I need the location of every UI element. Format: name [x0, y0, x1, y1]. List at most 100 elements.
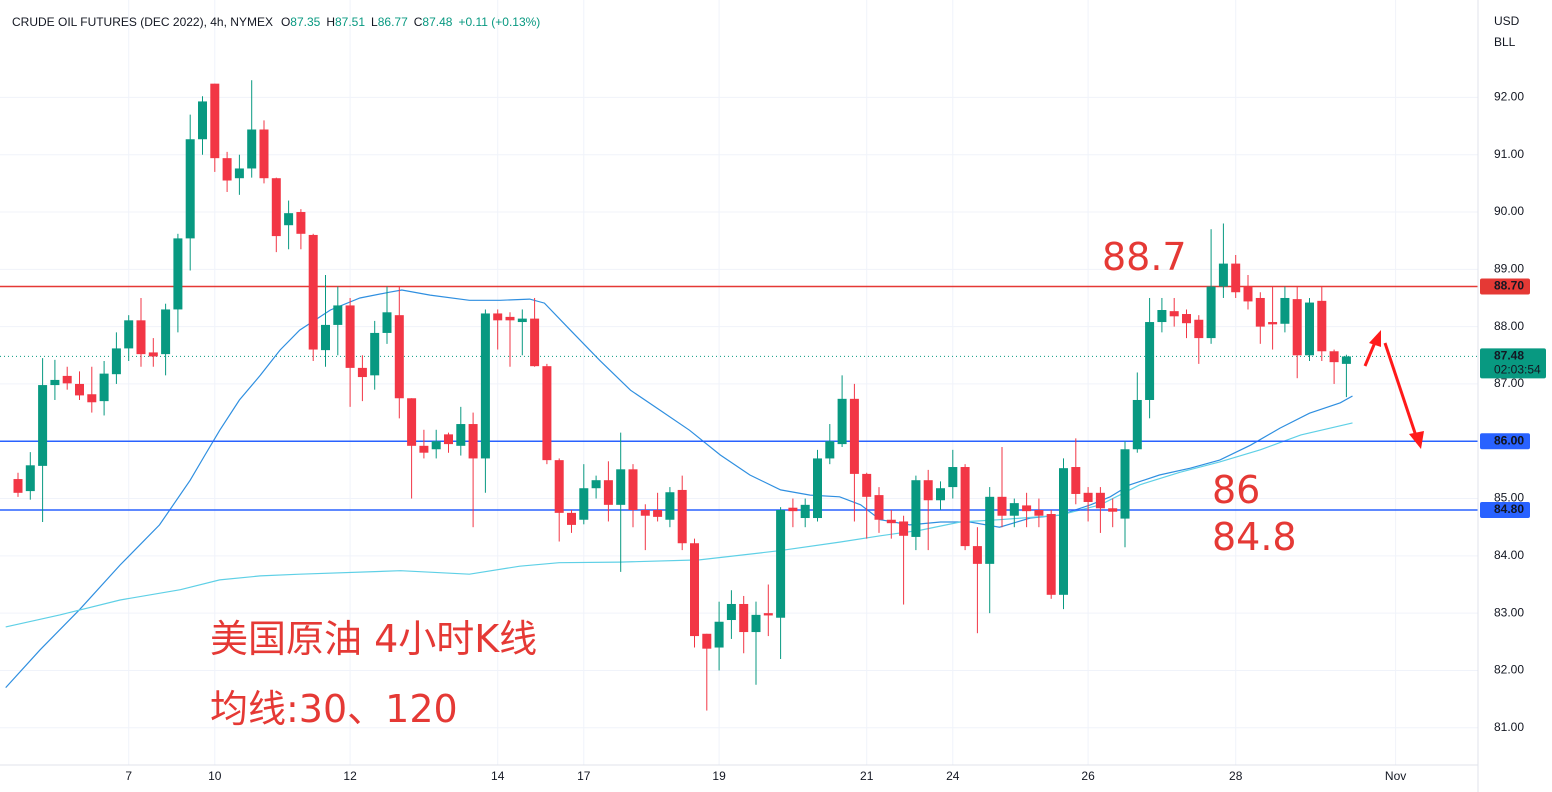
y-tick-label: 88.00	[1494, 319, 1524, 333]
candle-body	[198, 101, 207, 140]
candle-body	[874, 495, 884, 520]
candle-body	[849, 398, 859, 474]
candle-body	[1169, 311, 1179, 317]
candle-body	[234, 168, 244, 179]
candle-body	[38, 385, 48, 466]
legend-value: 87.35	[290, 15, 320, 29]
candle-body	[628, 469, 638, 510]
candle-body	[1034, 510, 1044, 516]
candle-body	[923, 480, 933, 501]
currency: USD	[1494, 14, 1520, 28]
annotation: 均线:30、120	[210, 687, 458, 731]
x-tick-label: 10	[208, 769, 222, 783]
header: CRUDE OIL FUTURES (DEC 2022), 4h, NYMEX O…	[12, 15, 540, 29]
x-tick-label: Nov	[1385, 769, 1406, 783]
candle-body	[333, 305, 343, 325]
candle-body	[567, 512, 576, 525]
last-price-tag	[1480, 348, 1546, 379]
candle-body	[603, 480, 613, 505]
candle-body	[616, 469, 626, 505]
legend-key: C	[414, 15, 423, 29]
candle-body	[382, 312, 392, 333]
candle-body	[161, 309, 171, 355]
level-label: 88.70	[1494, 279, 1524, 293]
candle-body	[739, 603, 749, 633]
candle-body	[173, 238, 183, 310]
candle-body	[468, 424, 478, 459]
level-tag	[1480, 502, 1530, 518]
candle-body	[726, 603, 736, 621]
candle-body	[1194, 319, 1204, 339]
candle-body	[62, 375, 72, 384]
arrow	[1383, 342, 1418, 437]
candle-body	[271, 178, 281, 237]
last-price-label: 87.48	[1494, 349, 1524, 363]
y-tick-label: 92.00	[1494, 90, 1524, 104]
axes: 81.00 82.00 83.00 84.00 85.00 86.00 87.00 88.00…	[125, 90, 1524, 784]
candle-body	[444, 434, 453, 445]
candle-body	[75, 383, 84, 396]
y-tick-label: 84.00	[1494, 548, 1524, 562]
annotation: 88.7	[1102, 235, 1187, 279]
y-tick-label: 87.00	[1494, 376, 1524, 390]
x-tick-label: 12	[343, 769, 357, 783]
candle-body	[419, 445, 429, 453]
candle-body	[763, 613, 773, 616]
candle-body	[25, 465, 35, 492]
legend-key: H	[326, 15, 335, 29]
candle-body	[1231, 263, 1241, 293]
level-tag	[1480, 278, 1530, 295]
candle-body	[357, 367, 367, 378]
x-tick-label: 21	[860, 769, 874, 783]
candle-body	[776, 510, 786, 618]
candle-body	[997, 496, 1007, 516]
candle-body	[972, 546, 982, 564]
candle-body	[185, 139, 195, 239]
candle-body	[813, 458, 822, 519]
x-tick-label: 7	[125, 769, 132, 783]
y-tick-label: 85.00	[1494, 491, 1524, 505]
candles	[13, 80, 1351, 711]
candle-body	[862, 473, 872, 497]
legend-key: O	[281, 15, 290, 29]
candle-body	[1022, 505, 1032, 512]
candle-body	[1182, 314, 1191, 324]
candle-body	[899, 521, 909, 536]
candle-body	[50, 379, 60, 386]
x-tick-label: 17	[577, 769, 591, 783]
legend-key: L	[371, 15, 378, 29]
candle-body	[284, 213, 294, 226]
candle-body	[431, 441, 441, 450]
arrowhead	[1369, 330, 1381, 347]
candle-body	[1268, 322, 1278, 325]
unit: BLL	[1494, 35, 1516, 49]
candle-body	[394, 315, 404, 399]
candle-body	[677, 489, 687, 544]
candle-body	[837, 398, 847, 445]
annotation: 86	[1212, 468, 1260, 512]
candle-body	[554, 460, 564, 513]
level-tag	[1480, 433, 1530, 450]
candle-body	[136, 320, 146, 355]
candle-body	[1009, 503, 1019, 516]
candle-body	[1255, 297, 1265, 327]
title: CRUDE OIL FUTURES (DEC 2022), 4h, NYMEX	[12, 15, 273, 29]
candle-body	[886, 519, 896, 524]
candle-body	[517, 318, 527, 323]
candle-body	[1132, 399, 1142, 450]
candle-body	[124, 320, 134, 349]
candle-body	[1071, 467, 1081, 494]
candle-body	[505, 316, 515, 321]
candle-body	[1095, 492, 1105, 509]
candle-body	[1145, 322, 1155, 400]
countdown: 02:03:54	[1494, 363, 1541, 377]
candle-body	[1218, 263, 1228, 287]
candle-body	[308, 234, 318, 350]
y-tick-label: 86.00	[1494, 433, 1524, 447]
arrowhead	[1409, 431, 1424, 449]
candle-body	[111, 348, 121, 375]
candle-body	[948, 467, 958, 488]
